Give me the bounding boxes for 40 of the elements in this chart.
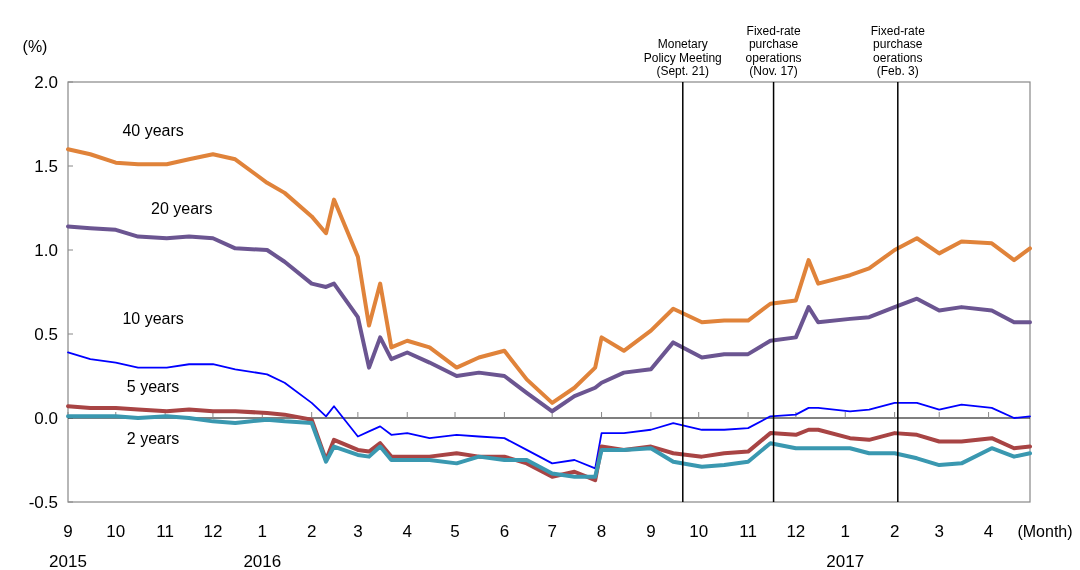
x-tick-label: 4 xyxy=(402,522,412,541)
x-tick-label: 4 xyxy=(983,522,994,541)
line-series xyxy=(66,147,1032,405)
x-tick-label: 11 xyxy=(156,522,174,541)
x-tick-label: 9 2015 xyxy=(49,522,87,570)
line-series xyxy=(66,224,1032,414)
ref-line-label: Fixed-rate purchase oerations (Feb. 3) xyxy=(870,23,926,78)
x-tick-label: 1 2017 xyxy=(826,522,865,570)
y-tick-label: 0.0 xyxy=(34,408,58,428)
x-axis-title: (Month) xyxy=(1017,523,1073,540)
x-tick-label: 2 xyxy=(889,522,900,541)
x-tick-label: 3 xyxy=(353,522,363,541)
x-tick-label: 10 xyxy=(106,522,126,541)
y-tick-label: 0.5 xyxy=(34,324,58,344)
line-series xyxy=(66,414,1032,479)
x-tick-label: 7 xyxy=(547,522,557,541)
x-tick-label: 10 xyxy=(689,522,709,541)
y-axis-title: (%) xyxy=(22,38,48,55)
line-series xyxy=(67,351,1031,470)
series-label: 5 years xyxy=(126,377,180,395)
y-tick-label: -0.5 xyxy=(28,492,58,512)
y-tick-label: 1.0 xyxy=(34,240,58,260)
x-tick-label: 2 xyxy=(306,522,317,541)
series-label: 40 years xyxy=(122,122,184,140)
series-label: 2 years xyxy=(126,430,180,447)
x-tick-label: 3 xyxy=(934,522,944,541)
series-label: 20 years xyxy=(151,200,213,218)
text: 10 years xyxy=(122,309,184,327)
x-tick-label: 5 xyxy=(450,522,460,541)
x-tick-label: 6 xyxy=(499,522,510,541)
x-tick-label: 9 xyxy=(646,522,656,541)
x-tick-label: 11 xyxy=(739,522,757,541)
x-tick-label: 1 2016 xyxy=(243,522,282,570)
ref-line-label: Monetary Policy Meeting (Sept. 21) xyxy=(643,37,722,78)
x-tick-label: 12 xyxy=(203,522,223,541)
y-tick-label: 2.0 xyxy=(34,72,58,92)
x-tick-label: 12 xyxy=(786,522,806,541)
ref-line-label: Fixed-rate purchase operations (Nov. 17) xyxy=(745,23,802,78)
x-tick-label: 8 xyxy=(596,522,607,541)
y-tick-label: 1.5 xyxy=(34,156,58,176)
